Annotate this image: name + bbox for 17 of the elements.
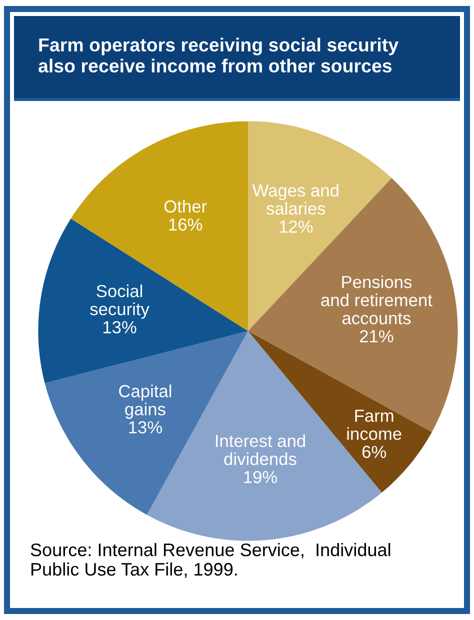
data-label: 16% [169, 218, 202, 231]
data-label: 13% [129, 421, 162, 434]
data-label: 6% [362, 446, 386, 458]
data-label: 13% [103, 321, 136, 334]
slice-label: Interest and dividends [216, 434, 305, 466]
data-label: 21% [360, 330, 394, 342]
slice-label: Pensions and retirement accounts [321, 275, 432, 324]
data-label: 19% [244, 470, 277, 484]
slice-label: Social security [90, 284, 150, 319]
source-note: Source: Internal Revenue Service, Individual Public Use Tax File, 1999. [30, 543, 390, 578]
slice-label: Wages and salaries [252, 184, 338, 215]
slice-label: Farm income [347, 410, 402, 440]
slice-label: Capital gains [119, 384, 172, 419]
pie-slice [38, 218, 248, 384]
slice-label: Other [164, 200, 207, 213]
chart-title: Farm operators receiving social security also receive income from other sources [38, 38, 398, 73]
data-label: 12% [280, 220, 313, 233]
